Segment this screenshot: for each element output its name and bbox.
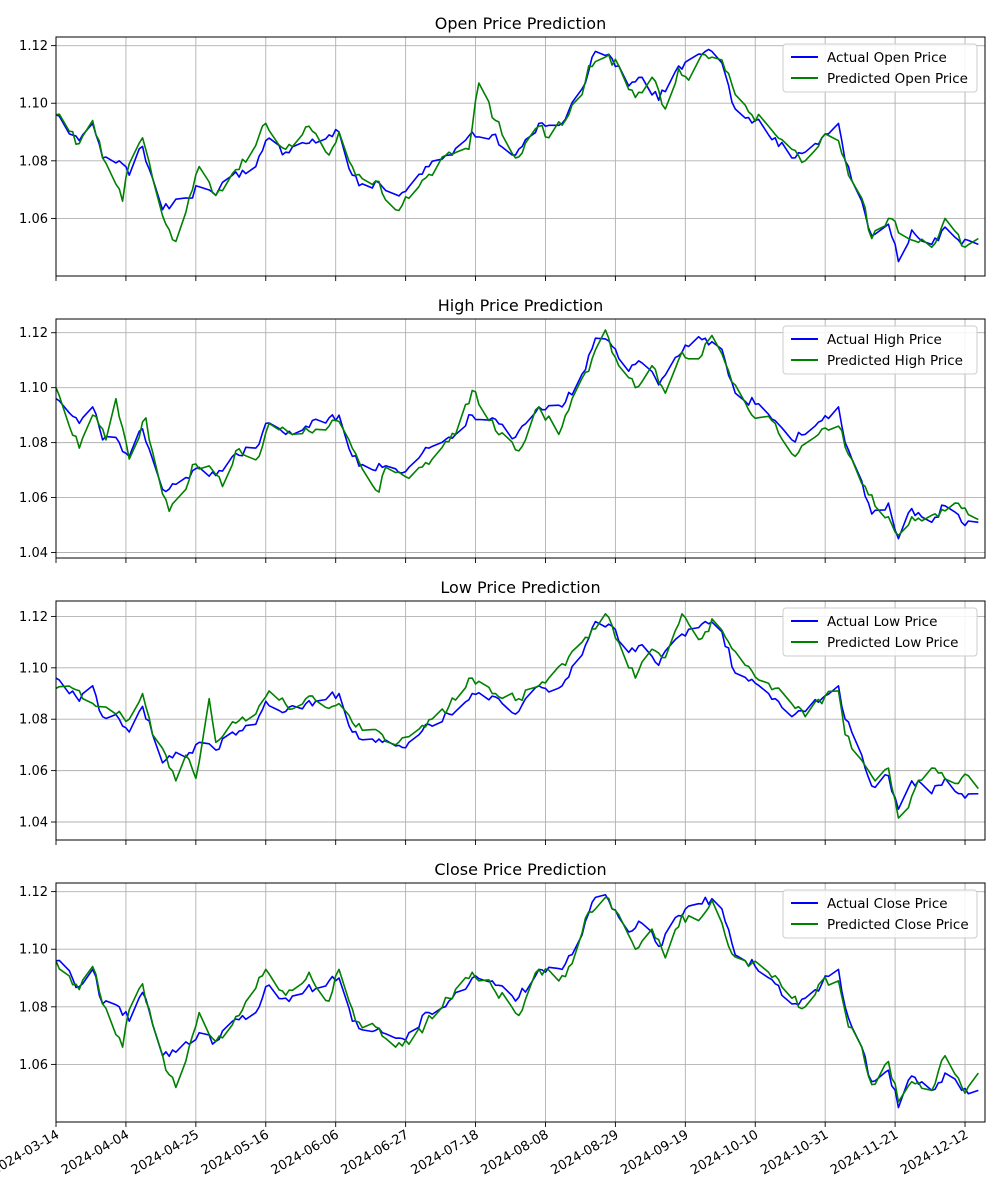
- legend-entry: Predicted High Price: [827, 353, 963, 369]
- legend-entry: Actual Low Price: [827, 614, 937, 630]
- x-tick-label: 2024-03-14: [0, 1127, 62, 1178]
- y-tick-label: 1.10: [19, 97, 48, 112]
- x-tick-label: 2024-05-16: [199, 1127, 272, 1178]
- y-tick-label: 1.04: [19, 546, 48, 561]
- y-tick-label: 1.08: [19, 436, 48, 451]
- predicted-close-price-line: [56, 896, 979, 1103]
- legend: Actual Low Price Predicted Low Price: [782, 607, 978, 657]
- y-tick-label: 1.06: [19, 212, 48, 227]
- panel-4: Close Price Prediction 1.06 1.08 1.10 1.12 20…: [0, 860, 986, 1178]
- panel-1: Open Price Prediction 1.06 1.08 1.10 1.12 Act…: [19, 14, 986, 281]
- panel-title: Low Price Prediction: [440, 578, 600, 597]
- y-tick-label: 1.10: [19, 943, 48, 958]
- x-tick-label: 2024-10-10: [688, 1127, 761, 1178]
- legend-box: [782, 43, 978, 93]
- legend-box: [782, 325, 978, 375]
- x-tick-label: 2024-12-12: [898, 1127, 971, 1178]
- legend: Actual Open Price Predicted Open Price: [782, 43, 978, 93]
- panel-2: High Price Prediction 1.04 1.06 1.08 1.10 1.1…: [19, 296, 986, 563]
- predicted-low-price-line: [56, 613, 979, 819]
- legend-box: [782, 889, 978, 939]
- actual-low-price-line: [56, 620, 979, 810]
- panel-title: Open Price Prediction: [435, 14, 606, 33]
- x-tick-label: 2024-08-29: [548, 1127, 621, 1178]
- panel-title: Close Price Prediction: [434, 860, 606, 879]
- y-tick-label: 1.06: [19, 491, 48, 506]
- y-tick-label: 1.12: [19, 885, 48, 900]
- y-tick-label: 1.10: [19, 661, 48, 676]
- y-tick-label: 1.12: [19, 610, 48, 625]
- x-tick-label: 2024-08-08: [479, 1127, 552, 1178]
- panel-3: Low Price Prediction 1.04 1.06 1.08 1.10 1.12…: [19, 578, 986, 845]
- predicted-open-price-line: [56, 53, 979, 248]
- y-tick-label: 1.08: [19, 154, 48, 169]
- legend-entry: Actual High Price: [827, 332, 942, 348]
- y-tick-label: 1.06: [19, 1058, 48, 1073]
- axes-frame: [55, 882, 986, 1123]
- axes-frame: [55, 36, 986, 277]
- axes-frame: [55, 318, 986, 559]
- x-tick-label: 2024-07-18: [409, 1127, 482, 1178]
- legend-entry: Predicted Close Price: [827, 917, 969, 933]
- y-tick-label: 1.12: [19, 326, 48, 341]
- legend-entry: Predicted Open Price: [827, 71, 968, 87]
- legend-entry: Actual Close Price: [827, 896, 948, 912]
- x-tick-label: 2024-04-04: [59, 1127, 132, 1178]
- x-tick-label: 2024-06-27: [339, 1127, 412, 1178]
- actual-close-price-line: [56, 893, 979, 1109]
- x-tick-label: 2024-04-25: [129, 1127, 202, 1178]
- predicted-high-price-line: [56, 329, 979, 537]
- y-tick-label: 1.10: [19, 381, 48, 396]
- x-tick-label: 2024-10-31: [758, 1127, 831, 1178]
- legend-box: [782, 607, 978, 657]
- x-tick-label: 2024-06-06: [269, 1127, 342, 1178]
- legend-entry: Actual Open Price: [827, 50, 947, 66]
- y-tick-label: 1.04: [19, 816, 48, 831]
- y-tick-label: 1.08: [19, 713, 48, 728]
- y-tick-label: 1.12: [19, 39, 48, 54]
- legend: Actual High Price Predicted High Price: [782, 325, 978, 375]
- axes-frame: [55, 600, 986, 841]
- legend-entry: Predicted Low Price: [827, 635, 958, 651]
- actual-high-price-line: [56, 335, 979, 540]
- x-tick-label: 2024-09-19: [618, 1127, 691, 1178]
- y-tick-label: 1.06: [19, 764, 48, 779]
- x-tick-label: 2024-11-21: [828, 1127, 901, 1178]
- panel-title: High Price Prediction: [438, 296, 603, 315]
- legend: Actual Close Price Predicted Close Price: [782, 889, 978, 939]
- y-tick-label: 1.08: [19, 1000, 48, 1015]
